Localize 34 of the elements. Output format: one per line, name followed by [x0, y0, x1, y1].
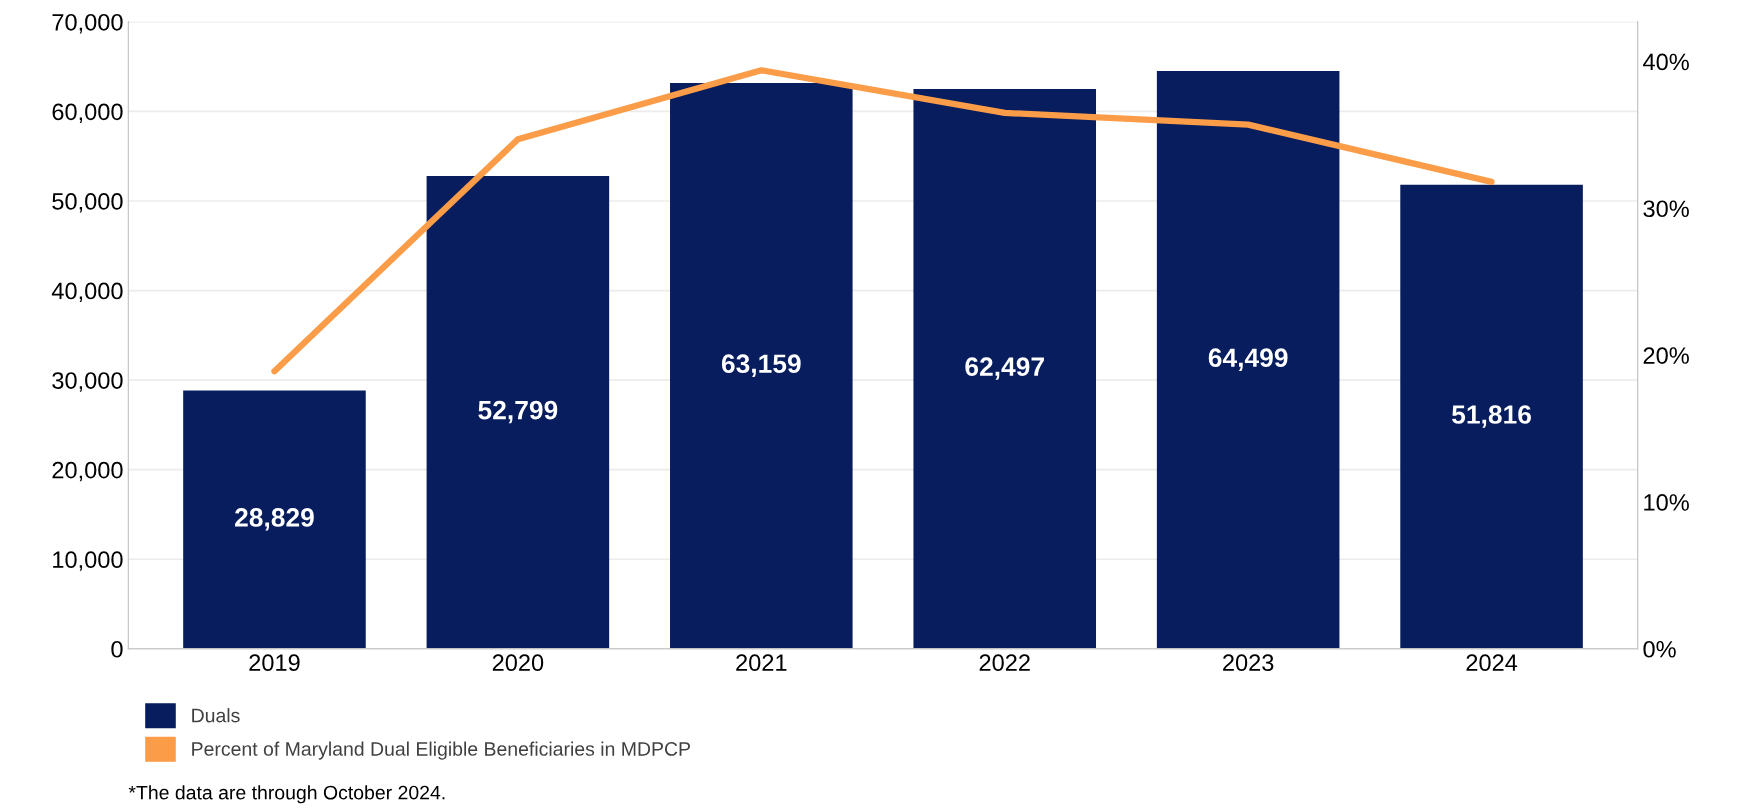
y-tick-label: 0 — [111, 640, 123, 658]
bar — [183, 390, 366, 649]
y-tick-label: 20,000 — [52, 461, 123, 482]
y-tick-label: 60,000 — [52, 103, 123, 123]
data-label: 64,499 — [1208, 348, 1288, 371]
bar — [1156, 71, 1340, 649]
data-label: 63,159 — [721, 354, 801, 377]
bar — [1400, 184, 1583, 649]
y2-tick-label: 20% — [1643, 347, 1689, 364]
y-tick-label: 50,000 — [52, 193, 123, 213]
x-tick-label: 2021 — [736, 654, 787, 672]
y-tick-label: 70,000 — [52, 13, 123, 34]
y2-tick-label: 40% — [1643, 53, 1689, 71]
x-tick-label: 2020 — [492, 654, 544, 672]
y-tick-label: 40,000 — [51, 282, 123, 303]
y-tick-label: 10,000 — [53, 551, 123, 571]
x-tick-label: 2024 — [1466, 654, 1518, 672]
data-label: 51,816 — [1452, 405, 1531, 428]
y2-tick-label: 30% — [1643, 200, 1689, 218]
y2-tick-label: 10% — [1644, 494, 1689, 511]
x-tick-label: 2023 — [1223, 654, 1274, 672]
bar — [913, 89, 1097, 649]
bar — [426, 175, 610, 649]
data-label: 52,799 — [478, 400, 558, 424]
bar — [670, 83, 853, 649]
legend-label: Percent of Maryland Dual Eligible Beneficiaries in MDPCP — [192, 741, 690, 760]
x-tick-label: 2022 — [979, 654, 1030, 672]
data-label: 28,829 — [235, 508, 314, 531]
data-label: 62,497 — [965, 357, 1044, 380]
y2-tick-label: 0% — [1643, 640, 1676, 658]
text: *The data are through October 2024. — [128, 785, 445, 804]
y-tick-label: 30,000 — [52, 372, 123, 392]
x-tick-label: 2019 — [249, 654, 300, 672]
legend-label: Duals — [192, 708, 240, 723]
